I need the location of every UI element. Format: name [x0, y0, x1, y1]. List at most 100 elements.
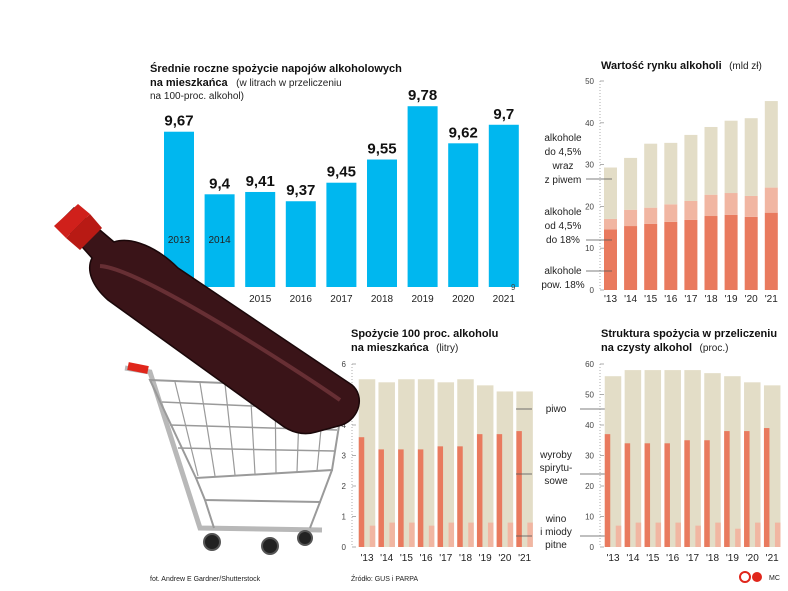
chart2-bar-strong — [644, 223, 658, 290]
chart3-bar-wine — [389, 522, 395, 547]
chart2-bar-light — [684, 134, 698, 201]
source-note: Źródło: GUS i PARPA — [351, 574, 418, 583]
y-tick-label: 40 — [585, 119, 594, 128]
chart2-x-tick: '16 — [664, 294, 677, 305]
chart2-x-tick: '21 — [765, 294, 778, 305]
chart2-bars — [604, 101, 778, 290]
chart3-bar-wine — [487, 522, 494, 547]
chart1-bar — [285, 201, 316, 287]
chart2-x-tick: '18 — [704, 294, 717, 305]
chart4-bar-wine — [675, 522, 681, 547]
chart3-bar-wine — [468, 522, 474, 547]
chart2-bar-medium — [604, 218, 617, 230]
chart4-x-tick: '18 — [706, 553, 719, 564]
chart2-legend-label: do 4,5% — [545, 147, 582, 158]
chart1-value-label: 9,45 — [327, 164, 356, 181]
y-tick-label: 4 — [342, 421, 347, 430]
chart-structure: Struktura spożycia w przeliczeniu na czy… — [585, 328, 781, 564]
chart2-unit: (mld zł) — [729, 61, 762, 72]
chart3-x-tick: '21 — [518, 553, 531, 564]
chart3-legend-label: sowe — [544, 476, 568, 487]
chart3-bar-spirits — [457, 446, 463, 547]
chart4-x-tick: '14 — [626, 553, 639, 564]
chart4-bar-spirits — [763, 428, 770, 547]
chart4-x-tick: '19 — [726, 553, 739, 564]
chart2-x-tick: '14 — [624, 294, 637, 305]
chart3-legend-label: i miody — [540, 527, 572, 538]
chart3-title-line2-bold: na mieszkańca — [351, 342, 430, 354]
chart3-legend-label: wino — [545, 514, 567, 525]
chart2-bar-strong — [704, 216, 718, 290]
chart4-x-tick: '15 — [646, 553, 659, 564]
chart3-bar-spirits — [398, 449, 404, 547]
chart1-axis-marker: 9 — [511, 283, 516, 292]
chart2-bar-medium — [764, 187, 778, 213]
chart2-bar-strong — [744, 216, 758, 290]
chart4-bar-wine — [715, 522, 721, 547]
chart1-bar — [245, 191, 276, 287]
chart4-bar-wine — [735, 528, 741, 547]
chart1-subtitle-inline: (w litrach w przeliczeniu — [236, 78, 342, 89]
chart1-bar — [204, 194, 235, 287]
y-tick-label: 60 — [585, 360, 594, 369]
chart2-x-ticks: '13 '14 '15 '16 '17 '18 '19 '20 '21 — [604, 294, 778, 305]
chart3-title-line2: na mieszkańca (litry) — [351, 338, 458, 355]
chart2-title-bold: Wartość rynku alkoholi — [601, 60, 722, 72]
chart2-bar-light — [764, 101, 778, 188]
chart3-legend-label: spirytu- — [540, 463, 573, 474]
y-tick-label: 20 — [585, 482, 594, 491]
chart1-title-line2: na mieszkańca (w litrach w przeliczeniu — [150, 73, 342, 90]
chart3-legend-label: piwo — [546, 404, 567, 415]
chart3-x-tick: '18 — [459, 553, 472, 564]
y-tick-label: 0 — [590, 543, 595, 552]
chart4-bars — [604, 370, 781, 547]
chart4-bar-spirits — [604, 434, 611, 547]
chart2-legend-label: od 4,5% — [545, 221, 582, 232]
chart2-legend-label: alkohole — [544, 133, 582, 144]
chart1-value-label: 9,78 — [408, 87, 437, 104]
chart2-bar-light — [664, 142, 678, 205]
chart2-bar-strong — [724, 214, 738, 290]
chart2-bar-strong — [664, 221, 678, 290]
chart3-legend: piwo wyroby spirytu-sowe wino i miody pitne — [516, 404, 610, 551]
chart2-legend-label: do 18% — [546, 235, 580, 246]
chart2-x-tick: '13 — [604, 294, 617, 305]
chart3-x-tick: '13 — [360, 553, 373, 564]
chart4-unit: (proc.) — [700, 343, 729, 354]
chart1-bar — [367, 159, 397, 287]
chart2-bar-medium — [684, 200, 698, 220]
chart2-legend-label: wraz — [551, 161, 573, 172]
y-tick-label: 2 — [342, 482, 347, 491]
chart3-x-tick: '14 — [380, 553, 393, 564]
chart4-x-tick: '16 — [666, 553, 679, 564]
chart4-bar-wine — [774, 522, 781, 547]
chart2-bar-medium — [624, 209, 638, 227]
chart1-bar — [488, 124, 519, 287]
chart3-x-tick: '15 — [400, 553, 413, 564]
chart2-bar-light — [724, 120, 738, 194]
y-tick-label: 30 — [585, 452, 594, 461]
chart3-bar-wine — [428, 525, 435, 547]
chart3-title-line1: Spożycie 100 proc. alkoholu — [351, 328, 498, 340]
chart3-bar-wine — [369, 525, 376, 547]
chart3-bar-wine — [507, 522, 514, 547]
chart2-bar-medium — [704, 194, 718, 217]
chart4-bar-spirits — [684, 440, 690, 547]
chart1-title-line2-bold: na mieszkańca — [150, 77, 229, 89]
y-tick-label: 50 — [585, 391, 594, 400]
chart1-value-label: 9,37 — [286, 182, 315, 199]
chart1-title-line1: Średnie roczne spożycie napojów alkoholo… — [150, 62, 402, 75]
y-tick-label: 50 — [585, 77, 594, 86]
chart1-x-tick: 2016 — [290, 294, 313, 305]
chart4-y-axis: 0 10 20 30 40 50 60 — [585, 360, 604, 552]
chart3-bar-spirits — [358, 437, 365, 547]
chart4-bar-wine — [655, 522, 662, 547]
chart2-legend: alkohole do 4,5% wraz z piwem alkohole od 4,5… — [541, 133, 612, 291]
chart3-x-tick: '19 — [479, 553, 492, 564]
shopping-cart-icon — [124, 362, 347, 555]
chart3-legend-label: pitne — [545, 540, 567, 551]
chart2-bar-light — [604, 167, 617, 219]
chart2-bar-strong — [684, 219, 698, 290]
chart4-bar-spirits — [744, 431, 750, 547]
